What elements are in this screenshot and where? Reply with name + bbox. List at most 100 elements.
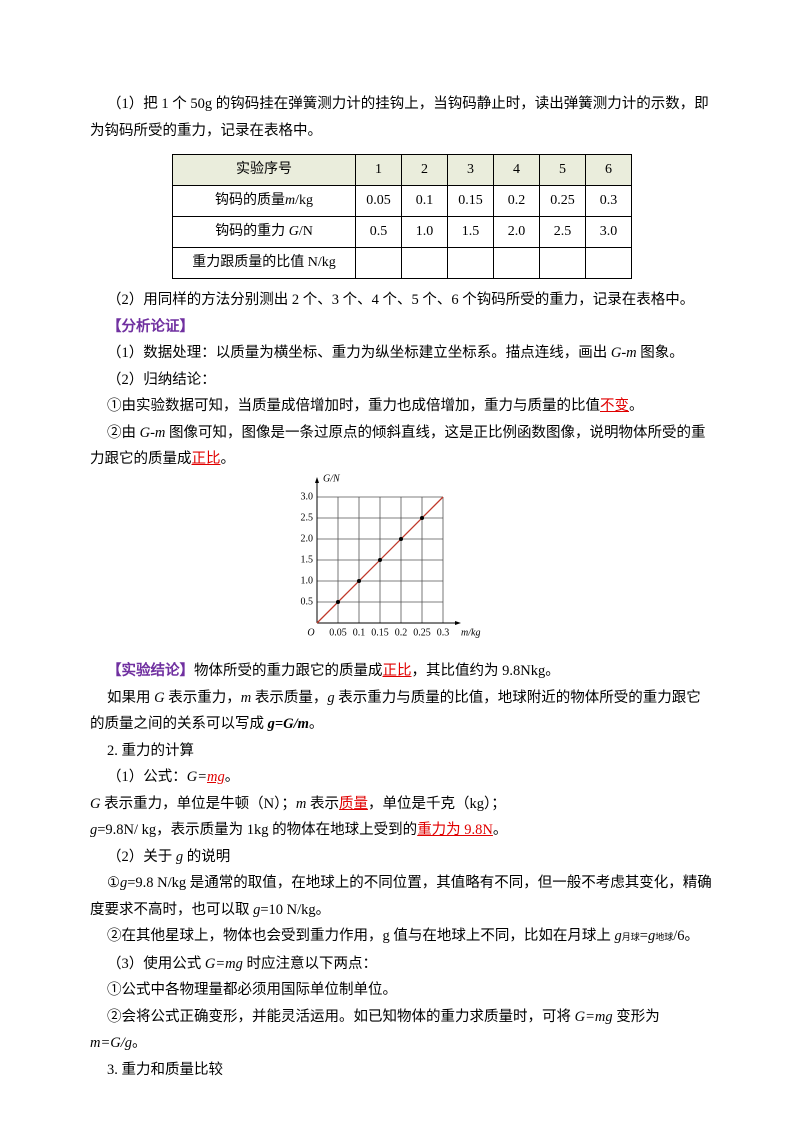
y-tick-label: 2.0 — [301, 533, 314, 544]
document: （1）把 1 个 50g 的钩码挂在弹簧测力计的挂钩上，当钩码静止时，读出弹簧测… — [90, 91, 714, 1083]
text-run: 质量 — [338, 795, 368, 812]
chart: 0.05 0.1 0.15 0.2 0.25 0.3 0.5 1.0 1.5 2.0 2.5 3.0 m… — [301, 473, 481, 638]
text-run: 正比 — [191, 451, 221, 467]
text-run: G=mg — [574, 1008, 613, 1025]
table-cell: 0.25 — [539, 185, 586, 217]
data-point — [399, 536, 403, 541]
text-run: 。 — [492, 822, 508, 838]
text-run: 表示质量， — [251, 689, 328, 706]
text-run: m — [295, 795, 307, 812]
y-tick-label: 3.0 — [301, 491, 314, 502]
text-run: = — [639, 928, 648, 944]
table-cell: 1 — [355, 154, 402, 186]
text-run: 实验序号 — [236, 162, 292, 177]
text-run: m — [240, 689, 252, 706]
table-cell: 钩码的重力 G/N — [172, 216, 356, 248]
axis-arrow — [315, 476, 319, 483]
table-cell — [493, 247, 540, 279]
text-run: G=mg — [204, 955, 243, 972]
x-tick-label: 0.25 — [413, 627, 431, 638]
y-tick-label: 0.5 — [301, 596, 314, 607]
x-axis-label: m/kg — [461, 627, 480, 638]
paragraph: （1）数据处理：以质量为横坐标、重力为纵坐标建立坐标系。描点连线，画出 G-m … — [90, 340, 714, 367]
text-run: 0.3 — [599, 193, 618, 208]
text-run: 6 — [605, 162, 612, 177]
paragraph: ②在其他星球上，物体也会受到重力作用，g 值与在地球上不同，比如在月球上 g月球… — [90, 923, 714, 951]
table-cell: 钩码的质量m/kg — [172, 185, 356, 217]
text-run: /kg — [295, 193, 313, 208]
paragraph: 【实验结论】物体所受的重力跟它的质量成正比，其比值约为 9.8Nkg。 — [90, 658, 714, 685]
text-run: 。 — [224, 769, 240, 785]
text-run: 3. 重力和质量比较 — [107, 1061, 223, 1078]
text-run: 表示重力，单位是牛顿（N）； — [100, 795, 296, 812]
origin-label: O — [307, 627, 314, 638]
table-cell: 0.05 — [355, 185, 402, 217]
text-run: g=G/m — [267, 716, 309, 732]
text-run: （1）公式： — [107, 769, 187, 785]
text-run: =9.8N/ kg，表示质量为 1kg 的物体在地球上受到的 — [97, 822, 418, 838]
data-point — [378, 557, 382, 562]
text-run: （3）使用公式 — [107, 955, 205, 972]
text-run: 重力为 9.8N — [417, 822, 493, 838]
table-cell — [355, 247, 402, 279]
table-cell: 4 — [493, 154, 540, 186]
text-run: 。 — [220, 451, 236, 467]
text-run: 4 — [513, 162, 520, 177]
paragraph: ①由实验数据可知，当质量成倍增加时，重力也成倍增加，重力与质量的比值不变。 — [90, 393, 714, 420]
axis-arrow — [455, 620, 461, 625]
text-run: 1 — [375, 162, 382, 177]
table-cell: 1.5 — [447, 216, 494, 248]
text-run: g — [120, 875, 128, 891]
text-run: g — [90, 822, 98, 838]
table-cell: 3.0 — [585, 216, 632, 248]
table-cell: 0.5 — [355, 216, 402, 248]
paragraph: 2. 重力的计算 — [90, 738, 714, 765]
table-cell — [585, 247, 632, 279]
table-cell: 5 — [539, 154, 586, 186]
y-tick-label: 2.5 — [301, 512, 314, 523]
text-run: 图象。 — [636, 345, 684, 361]
table-cell: 2.5 — [539, 216, 586, 248]
paragraph: 3. 重力和质量比较 — [90, 1057, 714, 1084]
text-run: 重力跟质量的比值 N/kg — [192, 255, 336, 270]
text-run: m=G/g — [90, 1035, 133, 1051]
table-cell: 6 — [585, 154, 632, 186]
paragraph: g=9.8N/ kg，表示质量为 1kg 的物体在地球上受到的重力为 9.8N。 — [90, 817, 714, 844]
table-cell: 2 — [401, 154, 448, 186]
paragraph: （2）用同样的方法分别测出 2 个、3 个、4 个、5 个、6 个钩码所受的重力… — [90, 287, 714, 314]
table-cell: 3 — [447, 154, 494, 186]
text-run: ②在其他星球上，物体也会受到重力作用，g 值与在地球上不同，比如在月球上 — [107, 928, 615, 944]
paragraph: ①公式中各物理量都必须用国际单位制单位。 — [90, 977, 714, 1004]
text-run: g — [175, 848, 184, 865]
section-heading: 【分析论证】 — [90, 314, 714, 341]
text-run: ①公式中各物理量都必须用国际单位制单位。 — [107, 982, 397, 998]
text-run: m — [284, 193, 296, 208]
data-table: 实验序号 1 2 3 4 5 6 钩码的质量m/kg 0.05 0.1 0.15 0.2 0.25 0.3… — [172, 154, 632, 279]
table-cell — [401, 247, 448, 279]
x-tick-label: 0.1 — [353, 627, 366, 638]
x-tick-label: 0.3 — [437, 627, 450, 638]
text-run: 2 — [421, 162, 428, 177]
text-run: G — [154, 689, 165, 706]
paragraph: （1）把 1 个 50g 的钩码挂在弹簧测力计的挂钩上，当钩码静止时，读出弹簧测… — [90, 91, 714, 144]
x-tick-label: 0.2 — [395, 627, 408, 638]
text-run: ②会将公式正确变形，并能灵活运用。如已知物体的重力求质量时，可将 — [107, 1008, 575, 1025]
y-tick-label: 1.0 — [301, 575, 314, 586]
table-cell — [447, 247, 494, 279]
y-tick-label: 1.5 — [301, 554, 314, 565]
text-run: （2）用同样的方法分别测出 2 个、3 个、4 个、5 个、6 个钩码所受的重力… — [107, 292, 695, 308]
text-run: （1）数据处理：以质量为横坐标、重力为纵坐标建立坐标系。描点连线，画出 — [107, 345, 611, 361]
table-row: 钩码的质量m/kg 0.05 0.1 0.15 0.2 0.25 0.3 — [172, 185, 632, 217]
text-run: 物体所受的重力跟它的质量成 — [194, 663, 383, 679]
text-run: ①由实验数据可知，当质量成倍增加时，重力也成倍增加，重力与质量的比值 — [107, 398, 600, 414]
paragraph: （1）公式：G=mg。 — [90, 764, 714, 791]
text-run: 0.25 — [550, 193, 575, 208]
x-tick-label: 0.15 — [371, 627, 389, 638]
text-run: 地球 — [655, 932, 674, 942]
text-run: 的说明 — [183, 848, 231, 865]
table-row: 实验序号 1 2 3 4 5 6 — [172, 154, 632, 186]
text-run: （2）归纳结论： — [107, 371, 216, 388]
text-run: 0.2 — [507, 193, 526, 208]
table-cell: 重力跟质量的比值 N/kg — [172, 247, 356, 279]
